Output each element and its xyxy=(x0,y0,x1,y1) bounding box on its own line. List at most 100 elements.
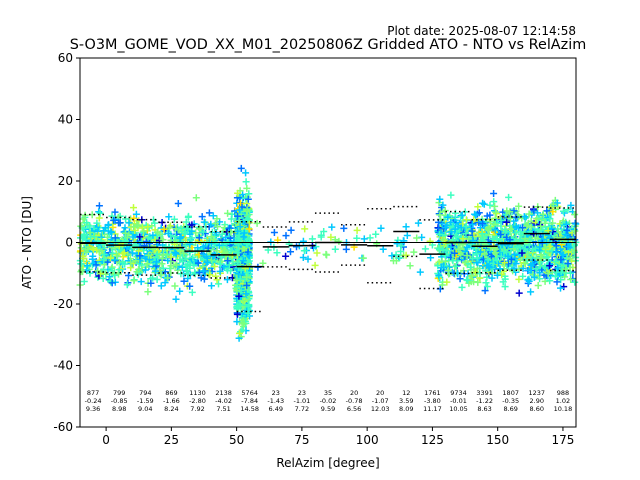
scatter-point xyxy=(111,271,119,279)
scatter-point xyxy=(458,211,466,219)
bin-mean-label: -0.01 xyxy=(450,397,467,405)
scatter-point xyxy=(497,216,505,224)
scatter-point xyxy=(548,225,556,233)
scatter-point xyxy=(94,267,102,275)
scatter-point xyxy=(452,233,460,241)
bin-statistics-labels: 877-0.249.36799-0.858.98794-1.599.04869-… xyxy=(85,389,573,413)
bin-std-label: 8.60 xyxy=(530,405,544,413)
scatter-point xyxy=(115,270,122,278)
scatter-point xyxy=(457,224,465,232)
scatter-point xyxy=(94,273,102,281)
scatter-point xyxy=(245,252,253,260)
scatter-point xyxy=(167,253,175,261)
scatter-point xyxy=(195,234,203,242)
scatter-point xyxy=(165,230,173,237)
scatter-point xyxy=(435,258,443,266)
scatter-point xyxy=(480,200,488,208)
scatter-point xyxy=(490,190,498,197)
scatter-point xyxy=(379,245,387,253)
bin-std-label: 8.24 xyxy=(164,405,178,413)
scatter-point xyxy=(527,261,535,269)
scatter-point xyxy=(511,251,519,259)
scatter-point xyxy=(209,252,217,260)
y-tick-label: -20 xyxy=(53,297,73,311)
bin-mean-label: -0.85 xyxy=(111,397,128,405)
scatter-point xyxy=(159,250,167,258)
scatter-point xyxy=(561,273,569,281)
bin-count-label: 799 xyxy=(113,389,125,397)
scatter-point xyxy=(95,214,103,222)
y-tick-label: -60 xyxy=(53,420,73,434)
scatter-point xyxy=(499,278,507,286)
scatter-point xyxy=(96,209,104,217)
bin-mean-label: -0.02 xyxy=(320,397,337,405)
scatter-point xyxy=(81,211,89,219)
scatter-point xyxy=(474,203,482,211)
scatter-point xyxy=(530,273,538,281)
bin-count-label: 2138 xyxy=(215,389,232,397)
scatter-point xyxy=(215,280,222,288)
bin-count-label: 9734 xyxy=(450,389,467,397)
bin-std-label: 10.18 xyxy=(554,405,573,413)
scatter-point xyxy=(194,244,202,252)
scatter-point xyxy=(157,271,165,279)
scatter-point xyxy=(442,224,450,232)
scatter-point xyxy=(167,262,175,270)
scatter-point xyxy=(243,281,251,289)
bin-std-label: 8.63 xyxy=(477,405,491,413)
scatter-point xyxy=(125,219,133,227)
scatter-point xyxy=(434,262,442,270)
scatter-point xyxy=(137,278,145,286)
scatter-point xyxy=(443,278,451,286)
scatter-point xyxy=(259,259,267,267)
scatter-point xyxy=(463,243,471,251)
scatter-point xyxy=(544,270,552,277)
scatter-point xyxy=(129,249,137,257)
scatter-point xyxy=(244,195,252,203)
scatter-point xyxy=(151,219,159,227)
scatter-point xyxy=(110,216,118,224)
scatter-point xyxy=(239,297,247,305)
scatter-point xyxy=(442,258,449,266)
scatter-point xyxy=(515,289,523,297)
scatter-point xyxy=(200,250,208,258)
scatter-point xyxy=(243,184,251,192)
scatter-point xyxy=(560,207,567,215)
scatter-point xyxy=(133,256,141,264)
scatter-point xyxy=(399,237,407,245)
x-axis-label: RelAzim [degree] xyxy=(276,456,379,470)
scatter-point xyxy=(235,301,243,309)
scatter-point xyxy=(493,256,501,264)
scatter-point xyxy=(503,218,511,226)
chart-title: S-O3M_GOME_VOD_XX_M01_20250806Z Gridded … xyxy=(70,37,586,53)
scatter-point xyxy=(206,271,214,279)
scatter-point xyxy=(182,241,190,249)
bin-mean-label: -1.01 xyxy=(293,397,310,405)
scatter-point xyxy=(134,269,142,277)
scatter-point xyxy=(438,281,446,289)
scatter-point xyxy=(552,248,560,256)
scatter-point xyxy=(562,265,570,273)
scatter-point xyxy=(444,213,452,221)
scatter-point xyxy=(537,222,544,230)
scatter-point xyxy=(237,164,245,172)
scatter-point xyxy=(406,262,414,270)
scatter-point xyxy=(153,258,160,266)
scatter-point xyxy=(510,235,518,243)
scatter-point xyxy=(549,208,557,216)
scatter-point xyxy=(556,245,564,253)
scatter-point xyxy=(562,220,570,228)
scatter-point xyxy=(508,256,515,263)
scatter-point xyxy=(546,277,554,285)
scatter-point xyxy=(520,213,528,221)
scatter-point xyxy=(145,224,153,232)
scatter-point xyxy=(567,269,574,277)
scatter-point xyxy=(311,261,319,269)
scatter-point xyxy=(342,245,350,253)
scatter-point xyxy=(135,247,143,255)
scatter-point xyxy=(86,269,94,277)
scatter-point xyxy=(564,243,572,250)
scatter-point xyxy=(88,255,96,263)
scatter-point xyxy=(173,261,181,269)
scatter-point xyxy=(499,217,507,225)
